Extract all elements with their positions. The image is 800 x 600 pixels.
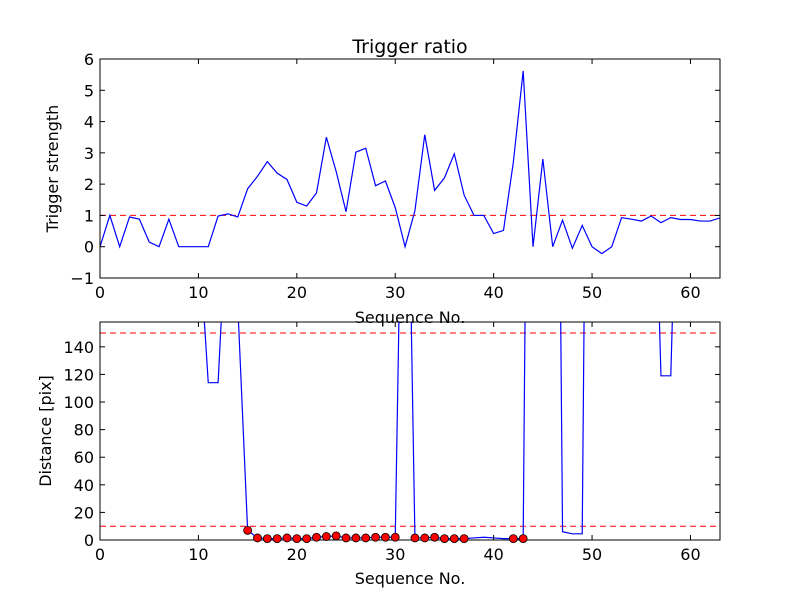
data-point (449, 534, 459, 544)
data-point (312, 532, 321, 542)
x-tick-label: 60 (680, 545, 700, 564)
data-point (292, 534, 302, 544)
x-tick-label: 10 (188, 283, 208, 302)
data-point (351, 533, 361, 543)
chart-title: Trigger ratio (351, 36, 467, 58)
y-axis-label: Trigger strength (43, 105, 62, 234)
y-tick-label: 2 (84, 175, 94, 194)
plot-frame (99, 58, 721, 279)
y-tick-label: 60 (74, 448, 94, 467)
x-tick-label: 0 (95, 283, 105, 302)
plot-frame (99, 321, 721, 541)
x-tick-label: 10 (188, 545, 208, 564)
series-lines (100, 70, 720, 255)
y-tick-label: 3 (84, 144, 94, 163)
data-point (410, 533, 420, 543)
y-axis-label: Distance [pix] (36, 375, 55, 487)
y-tick-label: 4 (84, 113, 94, 132)
data-point (262, 534, 272, 544)
reference-lines (100, 332, 720, 527)
y-tick-label: 100 (63, 393, 94, 412)
data-point (243, 525, 253, 535)
data-point (331, 531, 341, 541)
data-point (390, 532, 400, 542)
x-tick-label: 20 (287, 283, 307, 302)
x-tick-label: 40 (483, 283, 503, 302)
y-tick-label: 0 (84, 238, 94, 257)
data-point (253, 533, 262, 543)
x-tick-label: 50 (582, 283, 602, 302)
distance-chart: 0 10 20 30 40 50 60 0 20 40 60 80 100 120 140 Sequence … (36, 321, 721, 588)
data-point (508, 534, 518, 544)
data-point (518, 534, 528, 544)
data-point (430, 532, 440, 542)
x-tick-label: 50 (582, 545, 602, 564)
y-tick-label: 6 (84, 50, 94, 69)
x-ticks: 0 10 20 30 40 50 60 (95, 322, 701, 564)
y-tick-label: −1 (70, 269, 94, 288)
series-markers (243, 525, 528, 544)
x-axis-label: Sequence No. (355, 308, 466, 327)
x-tick-label: 30 (385, 283, 405, 302)
data-point (341, 533, 351, 543)
y-tick-label: 0 (84, 531, 94, 550)
data-point (371, 532, 380, 542)
y-tick-label: 80 (74, 421, 94, 440)
y-tick-label: 1 (84, 206, 94, 225)
data-point (380, 532, 390, 542)
y-tick-label: 140 (63, 338, 94, 357)
data-point (272, 534, 282, 544)
data-point (420, 533, 430, 543)
data-point (459, 534, 469, 544)
y-ticks: −1 0 1 2 3 4 5 6 (70, 50, 720, 288)
y-tick-label: 120 (63, 365, 94, 384)
x-tick-label: 0 (95, 545, 105, 564)
x-tick-label: 30 (385, 545, 405, 564)
x-tick-label: 40 (483, 545, 503, 564)
data-point (282, 533, 292, 543)
x-axis-label: Sequence No. (355, 569, 466, 588)
x-tick-label: 20 (287, 545, 307, 564)
series-line (100, 70, 720, 255)
trigger-ratio-chart: Trigger ratio 0 10 20 30 40 50 60−10123456Sequ… (43, 36, 721, 327)
y-tick-label: 20 (74, 503, 94, 522)
x-tick-label: 60 (680, 283, 700, 302)
data-point (321, 532, 331, 541)
x-ticks: 0 10 20 30 40 50 60 (95, 59, 701, 302)
y-ticks: 0 20 40 60 80 100 120 140 (63, 338, 720, 550)
y-tick-label: 40 (74, 476, 94, 495)
data-point (361, 533, 371, 543)
data-point (302, 534, 312, 544)
y-tick-label: 5 (84, 81, 94, 100)
data-point (440, 534, 449, 544)
